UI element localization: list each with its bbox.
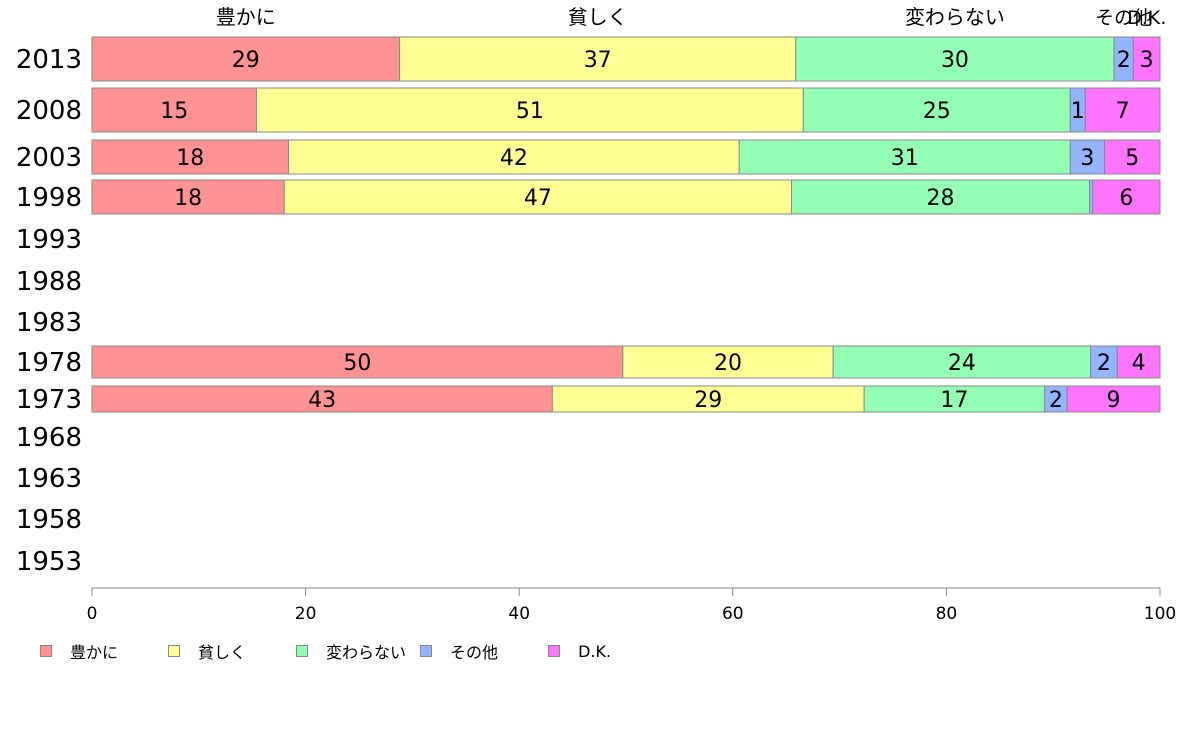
legend-swatch (420, 645, 433, 657)
bar-segment (622, 345, 834, 379)
data-label: 29 (694, 388, 722, 413)
data-label: 5 (1125, 146, 1139, 171)
bar-segment (399, 36, 797, 82)
legend-label: その他 (450, 643, 499, 662)
data-label: 24 (948, 351, 976, 376)
bar-segment (255, 87, 804, 133)
data-label: 17 (940, 388, 968, 413)
data-label: 25 (923, 99, 951, 124)
x-tick-label: 40 (508, 604, 530, 624)
bar-segment (1090, 345, 1118, 379)
year-label: 2003 (16, 143, 82, 173)
legend: 豊かに 貧しく 変わらない その他 D.K. (40, 640, 611, 662)
year-label: 1983 (16, 308, 82, 338)
data-label: 29 (232, 48, 260, 73)
year-label: 1973 (16, 385, 82, 415)
bar-segment (863, 385, 1046, 413)
x-tick-label: 100 (1144, 604, 1176, 624)
top-series-label: 豊かに (216, 5, 276, 29)
data-label: 42 (500, 146, 528, 171)
bar-segment (288, 139, 740, 175)
data-label: 3 (1140, 48, 1154, 73)
bar-segment (1103, 139, 1161, 175)
legend-item: 豊かに (40, 639, 118, 663)
data-label: 7 (1116, 99, 1130, 124)
data-label: 15 (160, 99, 188, 124)
bar-segment (802, 87, 1071, 133)
data-label: 20 (714, 351, 742, 376)
data-label: 3 (1080, 146, 1094, 171)
legend-label: 貧しく (198, 643, 247, 662)
top-series-label: その他 (1095, 7, 1152, 29)
year-label: 1953 (16, 547, 82, 577)
x-tick-label: 80 (936, 604, 958, 624)
legend-swatch (296, 645, 309, 657)
year-label: 1988 (16, 267, 82, 297)
bar-segment (91, 345, 624, 379)
top-series-label: D.K. (1127, 7, 1166, 29)
bar-segment (1116, 345, 1161, 379)
stacked-bar-chart: 豊かに 貧しく 変わらない その他D.K.2013200820031998199319… (16, 5, 1176, 624)
bar-segment (1084, 87, 1161, 133)
data-label: 2 (1049, 388, 1063, 413)
data-label: 18 (174, 186, 202, 211)
data-label: 50 (343, 351, 371, 376)
x-tick-label: 20 (295, 604, 317, 624)
year-label: 1963 (16, 464, 82, 494)
year-label: 1978 (16, 348, 82, 378)
x-tick-label: 0 (87, 604, 98, 624)
data-label: 28 (927, 186, 955, 211)
data-label: 18 (176, 146, 204, 171)
bar-segment (551, 385, 865, 413)
legend-item: その他 (420, 639, 498, 663)
legend-swatch (40, 645, 52, 657)
legend-swatch (168, 645, 181, 657)
year-label: 2013 (16, 45, 82, 75)
year-label: 2008 (16, 96, 82, 126)
bar-segment (791, 179, 1091, 215)
year-label: 1968 (16, 423, 82, 453)
data-label: 30 (941, 48, 969, 73)
legend-label: 豊かに (70, 643, 119, 662)
data-label: 2 (1117, 48, 1131, 73)
legend-item: 変わらない (296, 639, 406, 663)
bar-segment (283, 179, 793, 215)
x-tick-label: 60 (722, 604, 744, 624)
legend-item: D.K. (548, 642, 611, 661)
data-label: 43 (308, 388, 336, 413)
data-label: 31 (891, 146, 919, 171)
bar-segment (1069, 139, 1105, 175)
top-series-label: 変わらない (905, 5, 1005, 29)
bar-segment (738, 139, 1071, 175)
bar-segment (1066, 385, 1161, 413)
data-label: 51 (516, 99, 544, 124)
data-label: 9 (1107, 388, 1121, 413)
legend-label: D.K. (578, 641, 612, 661)
bar-segment (91, 385, 553, 413)
data-label: 1 (1071, 99, 1085, 124)
data-label: 4 (1132, 351, 1146, 376)
bar-segment (832, 345, 1092, 379)
year-label: 1993 (16, 225, 82, 255)
year-label: 1998 (16, 183, 82, 213)
year-label: 1958 (16, 505, 82, 535)
bar-segment (91, 179, 285, 215)
legend-item: 貧しく (168, 639, 246, 663)
data-label: 6 (1119, 186, 1133, 211)
legend-swatch (548, 645, 561, 657)
bar-segment (91, 87, 257, 133)
data-label: 47 (524, 186, 552, 211)
data-label: 37 (584, 48, 612, 73)
bar-segment (1092, 179, 1161, 215)
bar-segment (1132, 36, 1161, 82)
top-series-label: 貧しく (568, 5, 628, 29)
data-label: 2 (1097, 351, 1111, 376)
legend-label: 変わらない (326, 643, 407, 662)
